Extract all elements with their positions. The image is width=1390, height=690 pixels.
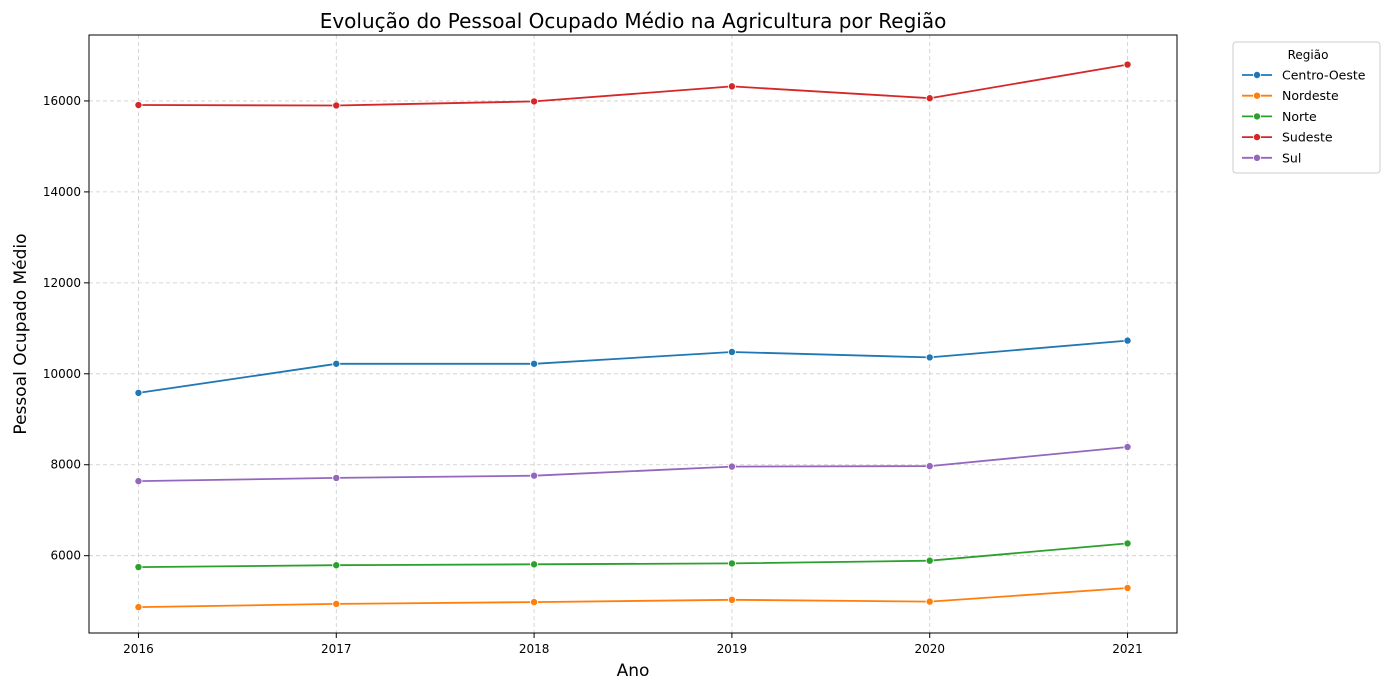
data-point — [727, 347, 736, 356]
grid — [89, 35, 1177, 633]
legend-marker — [1253, 153, 1262, 162]
y-axis-label: Pessoal Ocupado Médio — [11, 233, 31, 434]
legend-marker — [1253, 91, 1262, 100]
data-point — [1123, 539, 1132, 548]
data-point — [925, 353, 934, 362]
series-norte — [134, 539, 1132, 572]
legend-item: Sul — [1242, 150, 1301, 165]
series-line — [138, 339, 1128, 394]
data-point — [925, 462, 934, 471]
data-point — [727, 559, 736, 568]
x-axis-label: Ano — [617, 661, 650, 681]
legend-label: Nordeste — [1282, 88, 1339, 103]
data-point — [332, 561, 341, 570]
series-sudeste — [134, 60, 1132, 110]
y-tick-label: 16000 — [43, 94, 81, 108]
legend-label: Sul — [1282, 150, 1301, 165]
y-tick-label: 14000 — [43, 185, 81, 199]
data-point — [530, 471, 539, 480]
x-tick-label: 2019 — [717, 642, 748, 656]
x-tick-label: 2017 — [321, 642, 352, 656]
data-point — [332, 359, 341, 368]
series-line — [138, 446, 1128, 482]
series-layer — [134, 60, 1132, 612]
data-point — [530, 598, 539, 607]
series-nordeste — [134, 583, 1132, 612]
data-point — [332, 101, 341, 110]
x-tick-label: 2018 — [519, 642, 550, 656]
data-point — [134, 477, 143, 486]
data-point — [727, 462, 736, 471]
series-line — [138, 587, 1128, 608]
y-tick-label: 8000 — [50, 458, 81, 472]
x-tick-label: 2016 — [123, 642, 154, 656]
legend-label: Sudeste — [1282, 130, 1333, 145]
x-tick-label: 2021 — [1112, 642, 1143, 656]
data-point — [332, 473, 341, 482]
data-point — [530, 359, 539, 368]
data-point — [134, 563, 143, 572]
data-point — [134, 388, 143, 397]
legend-title: Região — [1288, 48, 1329, 62]
data-point — [925, 597, 934, 606]
legend-item: Norte — [1242, 109, 1317, 124]
chart-title: Evolução do Pessoal Ocupado Médio na Agr… — [320, 9, 947, 33]
series-sul — [134, 443, 1132, 486]
legend-marker — [1253, 112, 1262, 121]
series-line — [138, 63, 1128, 107]
y-tick-label: 6000 — [50, 549, 81, 563]
data-point — [1123, 443, 1132, 452]
legend-item: Centro-Oeste — [1242, 68, 1366, 83]
data-point — [1123, 583, 1132, 592]
legend-label: Norte — [1282, 109, 1317, 124]
x-tick-label: 2020 — [914, 642, 945, 656]
legend-marker — [1253, 133, 1262, 142]
data-point — [332, 599, 341, 608]
y-tick-label: 10000 — [43, 367, 81, 381]
data-point — [134, 101, 143, 110]
legend-item: Sudeste — [1242, 130, 1333, 145]
data-point — [530, 97, 539, 106]
series-centro-oeste — [134, 336, 1132, 397]
data-point — [530, 560, 539, 569]
series-line — [138, 542, 1128, 568]
data-point — [727, 595, 736, 604]
data-point — [1123, 336, 1132, 345]
legend-marker — [1253, 71, 1262, 80]
legend-item: Nordeste — [1242, 88, 1339, 103]
legend-label: Centro-Oeste — [1282, 68, 1366, 83]
legend-items: Centro-Oeste Nordeste Norte Sudeste Sul — [1242, 68, 1366, 165]
data-point — [925, 556, 934, 565]
y-tick-label: 12000 — [43, 276, 81, 290]
data-point — [925, 94, 934, 103]
axes: 2016 2017 2018 2019 2020 2021 6000 8000 10000 120… — [43, 94, 1143, 656]
legend: Região Centro-Oeste Nordeste Norte Sudeste S… — [1232, 41, 1381, 174]
data-point — [1123, 60, 1132, 69]
plot-frame — [88, 34, 1178, 634]
data-point — [727, 82, 736, 91]
data-point — [134, 603, 143, 612]
